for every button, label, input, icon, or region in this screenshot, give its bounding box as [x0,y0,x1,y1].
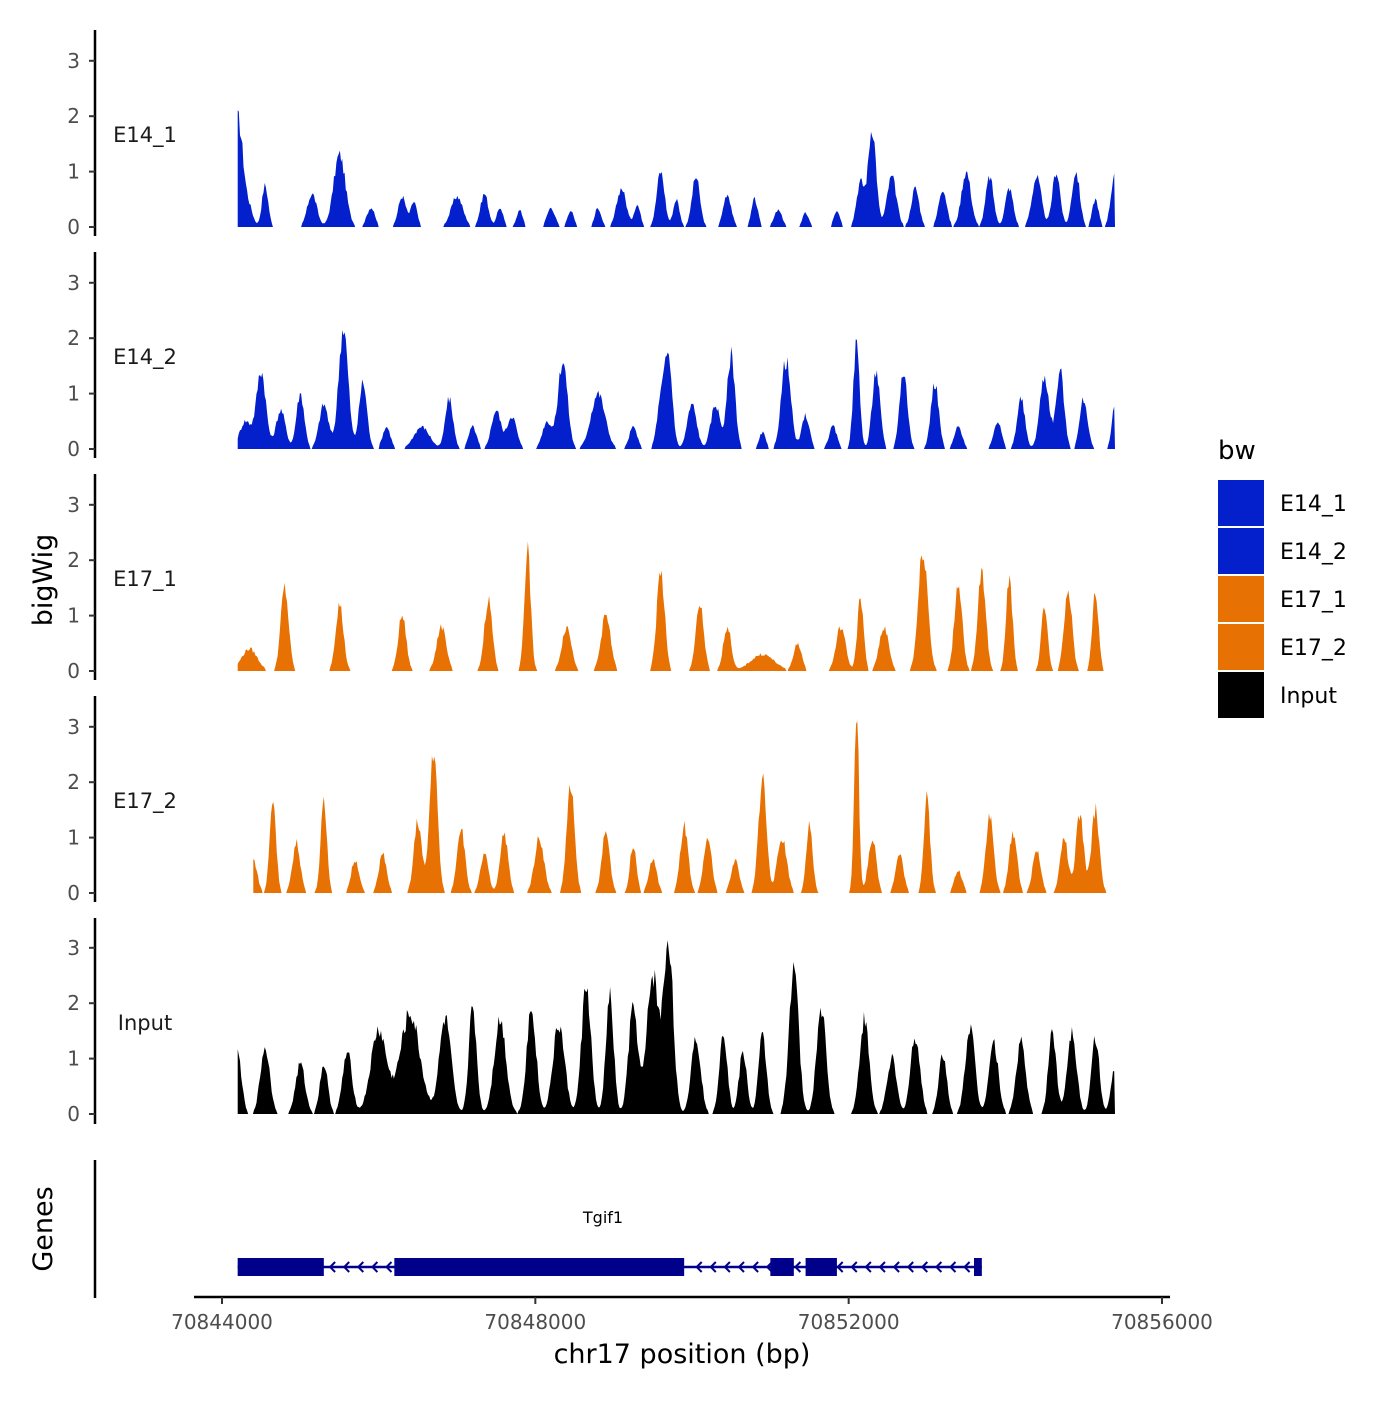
strand-arrow [878,1261,886,1273]
y-tick-label: 2 [67,326,80,350]
legend: bw E14_1 E14_2 E17_1 E17_2 Input [1218,436,1347,718]
strand-arrow [934,1261,943,1273]
strand-arrow [864,1261,872,1273]
legend-label: E14_2 [1280,540,1347,565]
signal-area-e17-1 [237,541,1119,671]
track-label-e17-2: E17_2 [113,789,177,814]
legend-swatch [1218,672,1264,718]
strand-arrow [328,1261,336,1273]
legend-label: E14_1 [1280,492,1347,517]
legend-title: bw [1218,436,1256,466]
legend-swatch [1218,576,1264,622]
strand-arrow [695,1261,703,1273]
track-label-e14-2: E14_2 [113,345,177,370]
y-ticks-input: 0 1 2 3 [67,936,95,1126]
y-tick-label: 1 [67,604,80,628]
gene-exon [394,1258,685,1276]
strand-arrow [949,1261,957,1273]
y-tick-label: 0 [67,881,80,905]
strand-arrow [709,1261,717,1273]
gene-exon [805,1258,837,1276]
signal-area-e14-1 [237,110,1115,227]
genes-panel-label: Genes [28,1186,59,1271]
signal-area-e14-2 [237,330,1115,449]
y-tick-label: 1 [67,1047,80,1071]
y-tick-label: 0 [67,437,80,461]
y-tick-label: 3 [67,715,80,739]
x-tick-label: 70844000 [171,1310,273,1334]
x-tick-label: 70856000 [1111,1310,1213,1334]
x-axis: 70844000 70848000 70852000 70856000 chr17 p… [171,1295,1213,1370]
gene-exon [974,1258,982,1276]
track-label-e17-1: E17_1 [113,567,177,592]
strand-arrow [723,1261,731,1273]
y-tick-label: 3 [67,49,80,73]
legend-swatch [1218,528,1264,574]
legend-items: E14_1 E14_2 E17_1 E17_2 Input [1218,480,1347,718]
x-tick-label: 70848000 [484,1310,586,1334]
strand-arrow [906,1261,914,1273]
y-tick-label: 2 [67,104,80,128]
strand-arrow [850,1261,858,1273]
legend-label: E17_2 [1280,636,1347,661]
track-e14-2: E14_2 0 1 2 3 [67,252,1115,461]
strand-arrow [793,1261,802,1273]
strand-arrow [737,1261,745,1273]
strand-arrow [920,1261,929,1273]
x-tick-label: 70852000 [798,1310,900,1334]
y-tick-label: 3 [67,493,80,517]
y-axis-title: bigWig [28,534,59,627]
signal-area-e17-2 [253,721,1119,893]
strand-arrow [342,1261,350,1273]
gene-exons [237,1258,982,1276]
x-axis-title: chr17 position (bp) [554,1339,811,1370]
track-e17-1: E17_1 0 1 2 3 [67,474,1119,683]
track-label-e14-1: E14_1 [113,123,177,148]
strand-arrow [370,1261,379,1273]
legend-label: Input [1280,684,1337,709]
gene-exon [770,1258,794,1276]
genes-panel: Genes Tgif1 [28,1160,982,1298]
track-label-input: Input [118,1011,172,1035]
strand-arrow [836,1261,844,1273]
y-tick-label: 2 [67,991,80,1015]
y-tick-label: 1 [67,160,80,184]
y-tick-label: 0 [67,1102,80,1126]
track-input: Input 0 1 2 3 [67,918,1115,1126]
y-tick-label: 2 [67,770,80,794]
y-ticks-e14-2: 0 1 2 3 [67,271,95,461]
y-tick-label: 3 [67,271,80,295]
strand-arrow [385,1261,393,1273]
legend-swatch [1218,480,1264,526]
strand-arrow [963,1261,971,1273]
legend-swatch [1218,624,1264,670]
y-tick-label: 1 [67,826,80,850]
y-tick-label: 1 [67,382,80,406]
y-tick-label: 0 [67,215,80,239]
signal-area-input [237,940,1115,1114]
gene-name-label: Tgif1 [582,1208,623,1227]
y-tick-label: 2 [67,548,80,572]
y-ticks-e17-1: 0 1 2 3 [67,493,95,683]
y-tick-label: 3 [67,936,80,960]
y-ticks-e14-1: 0 1 2 3 [67,49,95,239]
y-ticks-e17-2: 0 1 2 3 [67,715,95,905]
legend-label: E17_1 [1280,588,1347,613]
x-ticks: 70844000 70848000 70852000 70856000 [171,1297,1213,1334]
strand-arrow [892,1261,900,1273]
track-e14-1: E14_1 0 1 2 3 [67,30,1115,239]
strand-arrow [356,1261,365,1273]
track-e17-2: E17_2 0 1 2 3 [67,696,1119,905]
y-tick-label: 0 [67,659,80,683]
gene-exon [237,1258,324,1276]
strand-arrow [751,1261,759,1273]
